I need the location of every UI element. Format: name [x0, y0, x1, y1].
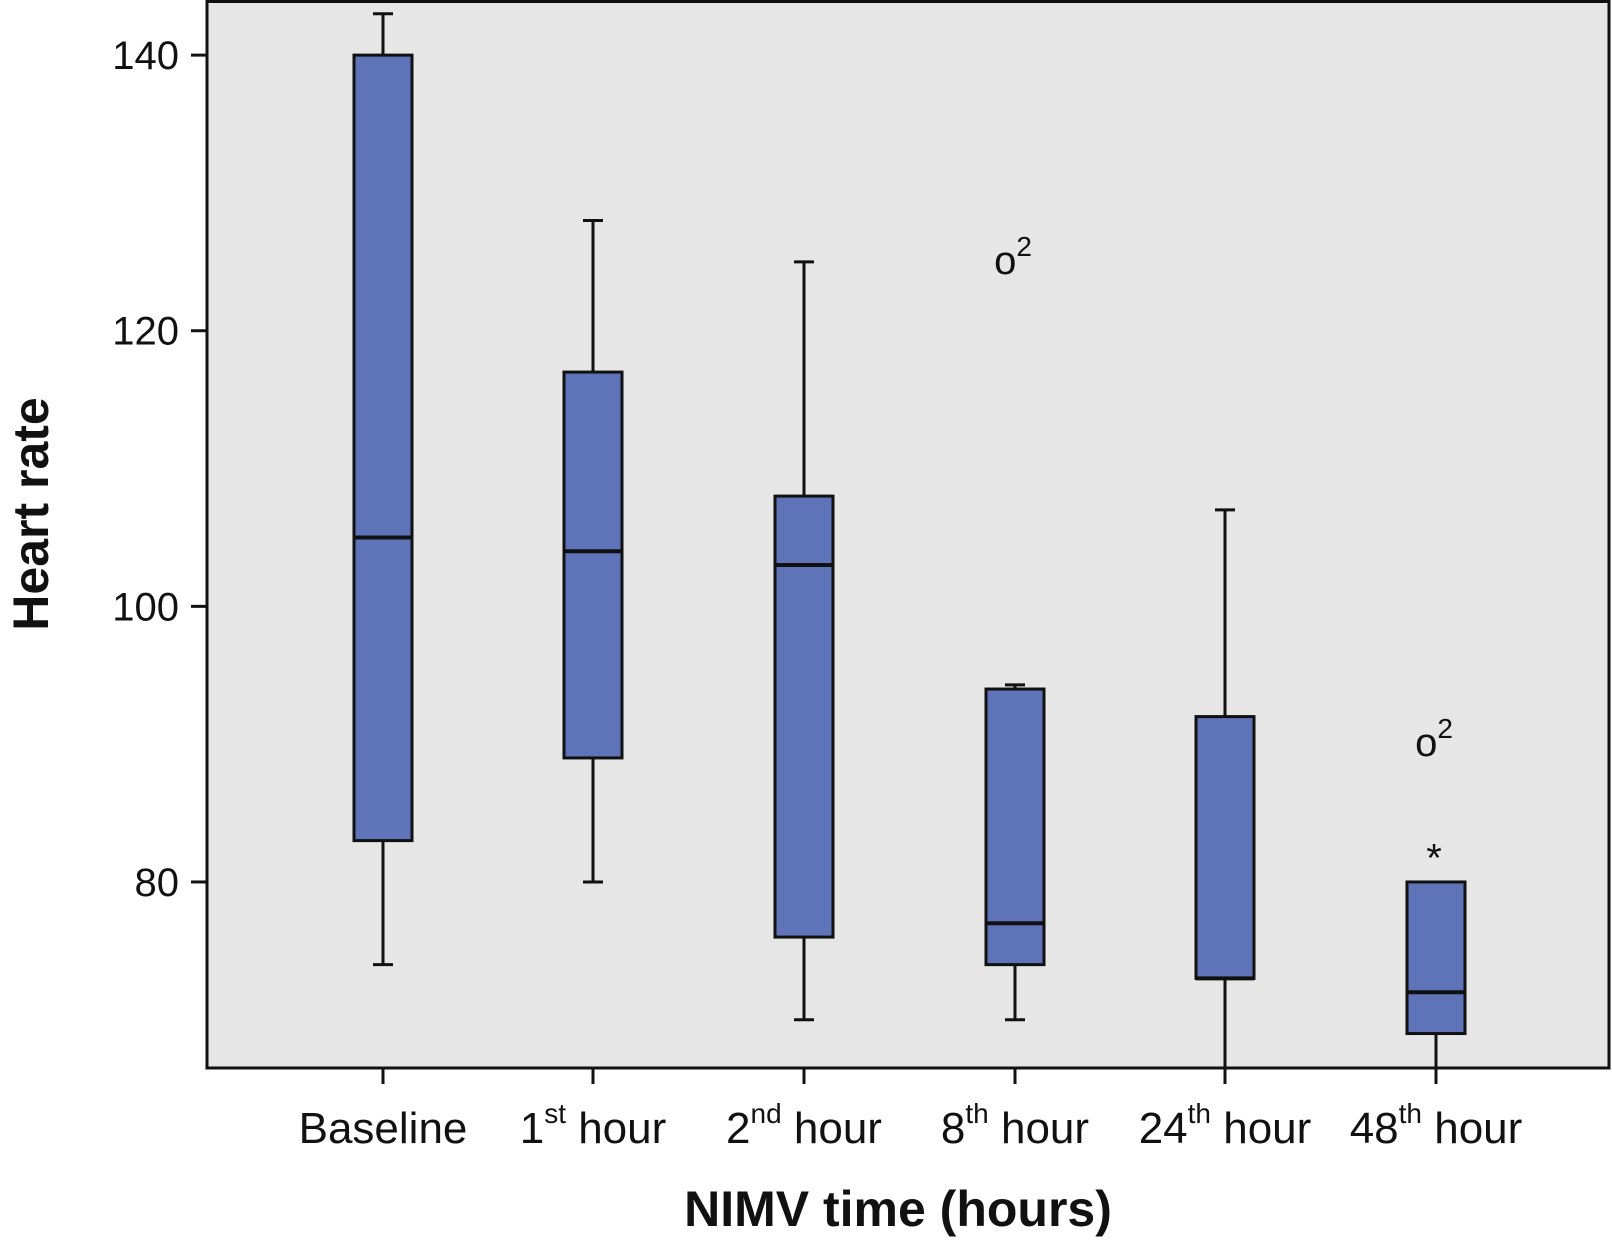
- box-plot-5: [1405, 880, 1467, 1068]
- x-tick-label-superscript: th: [965, 1098, 988, 1129]
- box-plot-3: [984, 683, 1046, 1022]
- x-tick-label: 24th hour: [1139, 1098, 1312, 1153]
- plot-area: [205, 0, 1611, 1070]
- box-series: [352, 12, 1467, 1068]
- y-tick-label: 80: [135, 861, 180, 905]
- interquartile-box: [562, 370, 624, 760]
- x-tick-label: 8th hour: [941, 1098, 1089, 1153]
- extreme-outlier-marker: *: [1426, 837, 1442, 881]
- interquartile-box: [1194, 715, 1256, 980]
- x-axis: Baseline 1st hour 2nd hour 8th hour 24th hou…: [299, 1068, 1523, 1153]
- x-tick-label: 48th hour: [1350, 1098, 1523, 1153]
- x-tick-label-main: 48: [1350, 1104, 1399, 1153]
- x-tick-label: 2nd hour: [726, 1098, 882, 1153]
- outlier-symbol: o: [994, 239, 1016, 283]
- outlier-marker: o2: [994, 231, 1032, 283]
- interquartile-box: [1405, 880, 1467, 1036]
- box-plot-1: [562, 218, 624, 884]
- x-tick-label-suffix: hour: [566, 1104, 666, 1153]
- box-plot-2: [773, 260, 835, 1022]
- x-tick-label-main: 8: [941, 1104, 965, 1153]
- x-tick-label-main: 24: [1139, 1104, 1188, 1153]
- y-axis: 80 100 120 140: [112, 34, 207, 905]
- x-tick-label-suffix: hour: [989, 1104, 1089, 1153]
- x-tick-label-main: 1: [520, 1104, 544, 1153]
- x-tick-label-main: 2: [726, 1104, 750, 1153]
- x-tick-label-superscript: th: [1399, 1098, 1422, 1129]
- interquartile-box: [984, 687, 1046, 967]
- x-tick-label-suffix: hour: [1422, 1104, 1522, 1153]
- interquartile-box: [773, 494, 835, 939]
- x-tick-label-superscript: st: [544, 1098, 566, 1129]
- y-tick-label: 120: [112, 310, 179, 354]
- x-tick-label: Baseline: [299, 1104, 468, 1153]
- y-tick-label: 140: [112, 34, 179, 78]
- y-axis-title: Heart rate: [3, 397, 59, 630]
- box-plot-4: [1194, 508, 1256, 1068]
- outlier-symbol: o: [1415, 721, 1437, 765]
- outlier-case-count: 2: [1437, 713, 1453, 744]
- x-tick-label-main: Baseline: [299, 1104, 468, 1153]
- y-tick-label: 100: [112, 585, 179, 629]
- box-plot-0: [352, 12, 414, 967]
- x-tick-label-suffix: hour: [1211, 1104, 1311, 1153]
- x-axis-title: NIMV time (hours): [684, 1181, 1112, 1237]
- x-tick-label: 1st hour: [520, 1098, 667, 1153]
- outlier-marker: o2: [1415, 713, 1453, 765]
- outlier-case-count: 2: [1016, 231, 1032, 262]
- outlier-symbol: *: [1426, 837, 1442, 881]
- interquartile-box: [352, 53, 414, 843]
- x-tick-label-suffix: hour: [782, 1104, 882, 1153]
- x-tick-label-superscript: nd: [751, 1098, 782, 1129]
- x-tick-label-superscript: th: [1188, 1098, 1211, 1129]
